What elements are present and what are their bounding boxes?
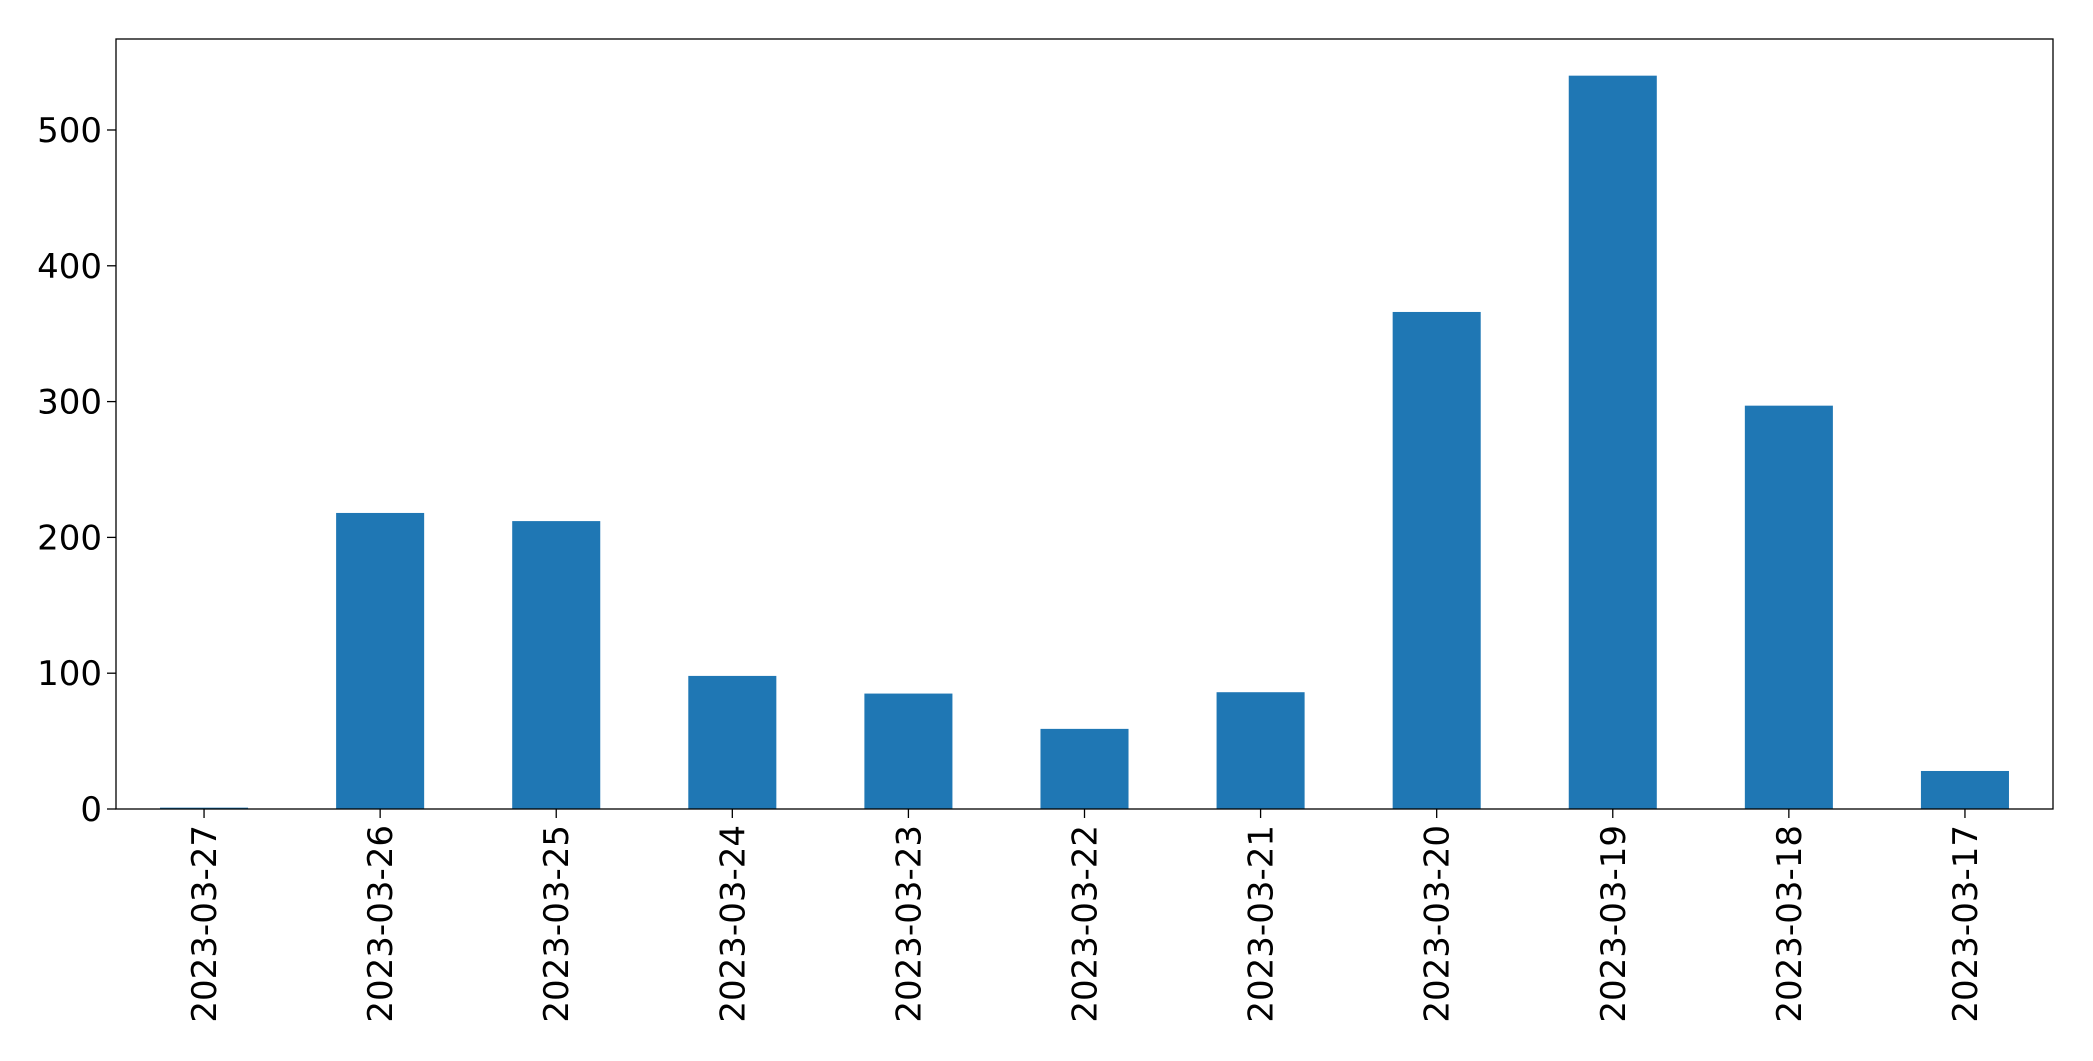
- y-tick-label: 200: [37, 518, 102, 558]
- bar: [1392, 311, 1481, 809]
- y-tick-label: 400: [37, 247, 102, 287]
- bar: [688, 675, 777, 809]
- bar: [336, 512, 425, 809]
- y-tick-label: 300: [37, 383, 102, 423]
- bar: [1744, 405, 1833, 809]
- x-tick-label: 2023-03-20: [1418, 825, 1458, 1023]
- x-tick-label: 2023-03-18: [1770, 825, 1810, 1023]
- y-tick-label: 0: [80, 790, 102, 830]
- x-tick-label: 2023-03-19: [1594, 825, 1634, 1023]
- x-tick-label: 2023-03-24: [713, 825, 753, 1023]
- x-tick-label: 2023-03-25: [537, 825, 577, 1023]
- x-tick-label: 2023-03-22: [1066, 825, 1106, 1023]
- x-tick-label: 2023-03-26: [361, 825, 401, 1023]
- bar: [160, 807, 249, 809]
- y-tick-label: 500: [37, 111, 102, 151]
- y-tick-label: 100: [37, 654, 102, 694]
- bar: [1216, 692, 1305, 809]
- bar: [864, 693, 953, 809]
- bar: [1040, 728, 1129, 809]
- x-tick-label: 2023-03-21: [1242, 825, 1282, 1023]
- bar: [1568, 75, 1657, 809]
- x-tick-label: 2023-03-17: [1946, 825, 1986, 1023]
- x-tick-label: 2023-03-27: [185, 825, 225, 1023]
- bar: [1920, 770, 2009, 809]
- bar: [512, 521, 601, 809]
- x-tick-label: 2023-03-23: [889, 825, 929, 1023]
- plot-frame: [115, 38, 2054, 810]
